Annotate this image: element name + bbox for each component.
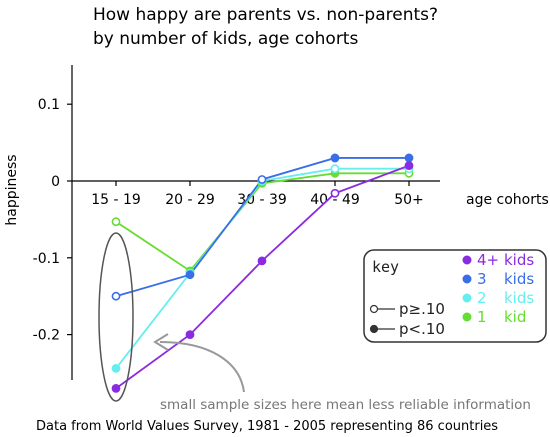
data-point — [330, 188, 340, 198]
chart-subtitle: by number of kids, age cohorts — [93, 29, 358, 49]
x-tick-label: 15 - 19 — [91, 192, 141, 208]
legend-swatch — [462, 274, 472, 284]
open-marker-icon — [369, 304, 379, 314]
legend-swatch — [462, 293, 472, 303]
legend-series-word: kids — [504, 270, 534, 288]
legend-box — [363, 249, 547, 343]
legend: key 4+ kids 3 kids 2 kids 1 kid p≥.10 p<.10 — [363, 249, 547, 343]
x-tick-label: 20 - 29 — [165, 192, 215, 208]
series-layer — [111, 153, 414, 393]
data-point — [111, 217, 121, 227]
legend-series-num: 3 — [477, 270, 487, 288]
data-point — [404, 161, 414, 171]
data-point — [330, 164, 340, 174]
data-point — [111, 291, 121, 301]
legend-series-word: kids — [504, 289, 534, 307]
data-point — [330, 153, 340, 163]
data-point — [257, 175, 267, 184]
legend-marker-open: p≥.10 — [369, 300, 445, 318]
legend-swatch — [462, 255, 472, 265]
legend-title: key — [372, 258, 399, 276]
low-sample-highlight — [98, 232, 134, 402]
annotation-arrow — [159, 341, 245, 393]
legend-series-num: 4+ — [477, 251, 499, 269]
data-point — [404, 153, 414, 163]
legend-series: 4+ kids 3 kids 2 kids 1 kid — [462, 251, 534, 326]
legend-series-num: 1 — [477, 308, 487, 326]
x-tick-label: 50+ — [394, 192, 424, 208]
data-point — [111, 383, 121, 393]
data-point — [111, 363, 121, 373]
data-point — [257, 256, 267, 266]
annotation-note: small sample sizes here mean less reliab… — [160, 397, 531, 413]
y-tick-label: -0.1 — [33, 251, 60, 267]
legend-marker-filled: p<.10 — [369, 320, 445, 338]
y-axis-label: happiness — [4, 154, 20, 225]
legend-series-word: kids — [504, 251, 534, 269]
legend-open-label: p≥.10 — [399, 300, 445, 318]
axes: 0.10-0.1-0.215 - 19 20 - 29 30 - 39 40 - 49… — [33, 65, 440, 380]
y-tick-label: 0.1 — [38, 97, 60, 113]
chart-title: How happy are parents vs. non-parents? — [93, 5, 438, 25]
legend-filled-label: p<.10 — [399, 320, 445, 338]
annotation-arrowhead — [153, 333, 169, 351]
source-note: Data from World Values Survey, 1981 - 20… — [36, 419, 498, 434]
legend-series-num: 2 — [477, 289, 487, 307]
data-point — [185, 270, 195, 280]
x-axis-label: age cohorts — [466, 192, 549, 208]
filled-marker-icon — [369, 324, 379, 334]
data-point — [185, 330, 195, 339]
y-tick-label: 0 — [51, 174, 60, 190]
y-tick-label: -0.2 — [33, 328, 60, 344]
legend-swatch — [462, 312, 472, 322]
legend-series-word: kid — [504, 308, 526, 326]
